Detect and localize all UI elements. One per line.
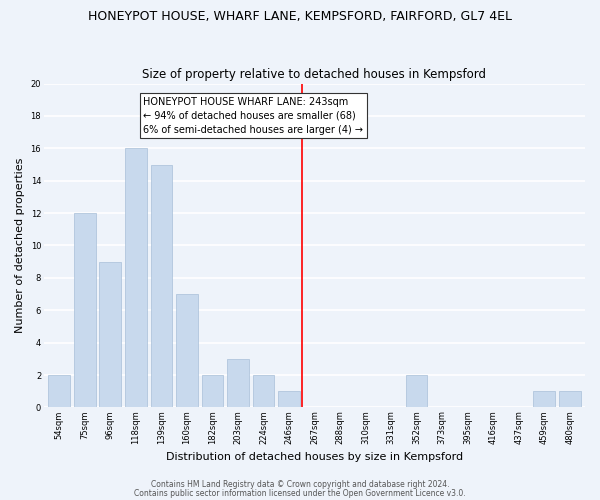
Bar	[151, 164, 172, 408]
Text: Contains HM Land Registry data © Crown copyright and database right 2024.: Contains HM Land Registry data © Crown c…	[151, 480, 449, 489]
Text: HONEYPOT HOUSE WHARF LANE: 243sqm
← 94% of detached houses are smaller (68)
6% o: HONEYPOT HOUSE WHARF LANE: 243sqm ← 94% …	[143, 96, 364, 134]
Bar	[278, 391, 300, 407]
Bar	[202, 375, 223, 408]
Text: HONEYPOT HOUSE, WHARF LANE, KEMPSFORD, FAIRFORD, GL7 4EL: HONEYPOT HOUSE, WHARF LANE, KEMPSFORD, F…	[88, 10, 512, 23]
X-axis label: Distribution of detached houses by size in Kempsford: Distribution of detached houses by size …	[166, 452, 463, 462]
Bar	[253, 375, 274, 408]
Title: Size of property relative to detached houses in Kempsford: Size of property relative to detached ho…	[142, 68, 487, 81]
Bar	[125, 148, 146, 408]
Y-axis label: Number of detached properties: Number of detached properties	[15, 158, 25, 333]
Bar	[559, 391, 581, 407]
Bar	[100, 262, 121, 408]
Bar	[49, 375, 70, 408]
Bar	[406, 375, 427, 408]
Bar	[227, 359, 249, 408]
Bar	[176, 294, 198, 408]
Bar	[533, 391, 555, 407]
Bar	[74, 213, 95, 408]
Text: Contains public sector information licensed under the Open Government Licence v3: Contains public sector information licen…	[134, 488, 466, 498]
